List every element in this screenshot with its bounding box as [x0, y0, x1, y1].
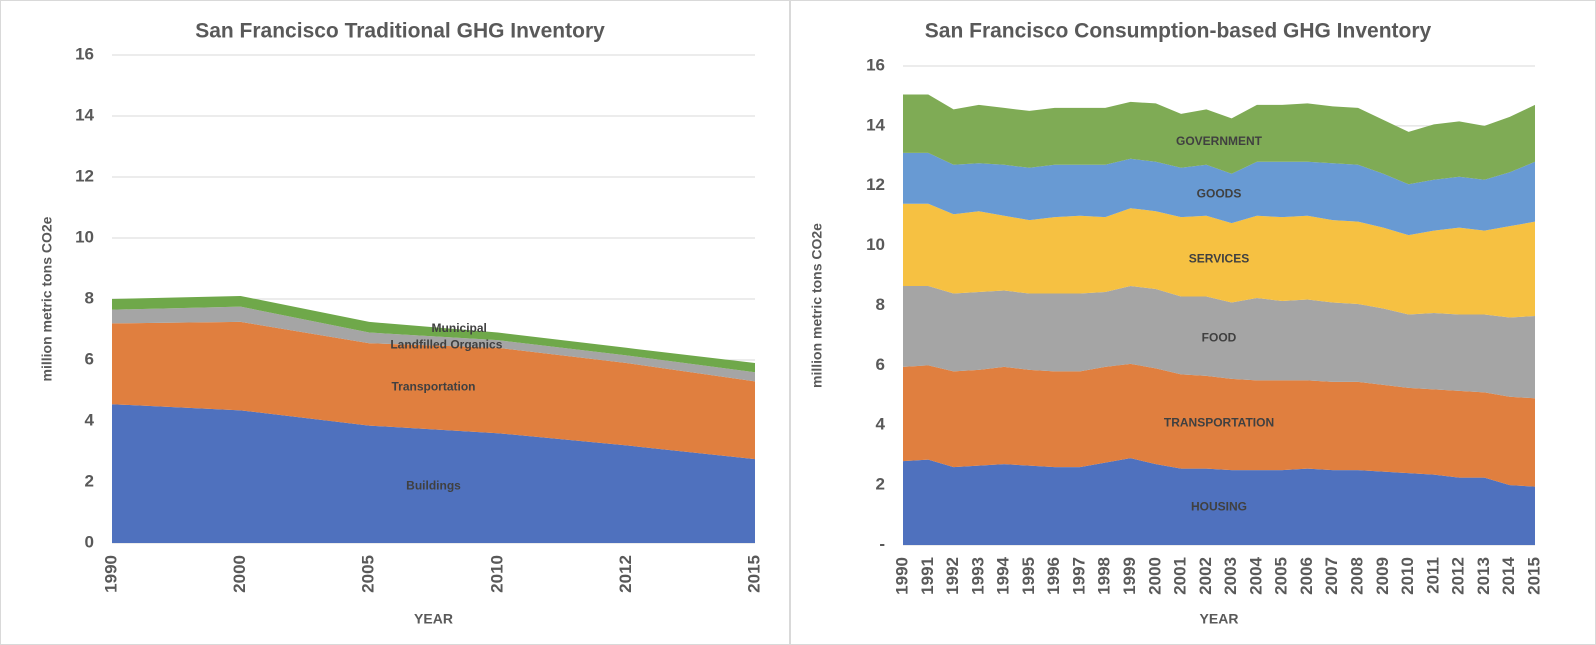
y-tick-label: 14	[75, 105, 94, 124]
chart-title: San Francisco Consumption-based GHG Inve…	[925, 20, 1432, 43]
y-tick-label: 12	[866, 175, 885, 194]
area	[903, 458, 1535, 545]
area	[903, 363, 1535, 487]
x-tick-label: 2015	[744, 555, 763, 593]
x-axis-title: YEAR	[1200, 611, 1239, 627]
x-axis-title: YEAR	[414, 611, 453, 627]
y-axis-title: million metric tons CO2e	[809, 223, 825, 388]
area-label: GOODS	[1197, 187, 1242, 201]
x-tick-label: 2012	[616, 555, 635, 593]
y-tick-label: 16	[75, 44, 94, 63]
x-tick-label: 1990	[101, 555, 120, 593]
x-tick-label: 2014	[1499, 556, 1518, 594]
y-tick-label: 12	[75, 166, 94, 185]
x-tick-label: 2005	[1272, 557, 1291, 595]
y-tick-label: 4	[85, 410, 95, 429]
x-tick-label: 2007	[1322, 557, 1341, 595]
y-tick-label: -	[879, 534, 885, 553]
area-label: Buildings	[406, 478, 461, 492]
x-tick-label: 1994	[994, 556, 1013, 594]
x-tick-label: 2015	[1524, 557, 1543, 595]
x-tick-label: 2005	[359, 555, 378, 593]
x-tick-label: 1999	[1120, 557, 1139, 595]
y-tick-label: 10	[866, 235, 885, 254]
x-tick-label: 2013	[1474, 557, 1493, 595]
x-tick-label: 1990	[892, 557, 911, 595]
x-tick-label: 2001	[1171, 557, 1190, 595]
x-tick-label: 1992	[943, 557, 962, 595]
x-tick-label: 2003	[1221, 557, 1240, 595]
y-tick-label: 2	[876, 475, 885, 494]
x-tick-label: 2010	[487, 555, 506, 593]
y-tick-label: 4	[876, 415, 886, 434]
x-tick-label: 2012	[1449, 557, 1468, 595]
y-tick-label: 14	[866, 115, 885, 134]
area	[903, 203, 1535, 318]
x-tick-label: 2009	[1373, 557, 1392, 595]
area-label: Municipal	[432, 321, 487, 335]
x-tick-label: 2000	[1145, 557, 1164, 595]
y-tick-label: 0	[85, 532, 94, 551]
x-tick-label: 2011	[1423, 557, 1442, 594]
area-label: HOUSING	[1191, 499, 1247, 513]
x-tick-label: 2008	[1348, 557, 1367, 595]
x-tick-label: 2010	[1398, 557, 1417, 595]
area	[112, 404, 755, 543]
area-label: SERVICES	[1189, 252, 1249, 266]
y-tick-label: 8	[85, 288, 94, 307]
area-label: Landfilled Organics	[390, 338, 502, 352]
x-tick-label: 2000	[230, 555, 249, 593]
x-tick-label: 2002	[1196, 557, 1215, 595]
area-label: FOOD	[1202, 331, 1237, 345]
area	[903, 94, 1535, 185]
x-tick-label: 2004	[1246, 556, 1265, 594]
area	[112, 295, 755, 373]
area-label: GOVERNMENT	[1176, 134, 1263, 148]
area-label: Transportation	[391, 380, 475, 394]
x-tick-label: 1993	[968, 557, 987, 595]
x-tick-label: 1996	[1044, 557, 1063, 595]
x-tick-label: 1991	[918, 557, 937, 595]
area	[112, 306, 755, 382]
y-tick-label: 6	[85, 349, 94, 368]
y-tick-label: 16	[866, 55, 885, 74]
y-tick-label: 10	[75, 227, 94, 246]
y-tick-label: 6	[876, 355, 885, 374]
y-axis-title: million metric tons CO2e	[39, 216, 55, 381]
area	[112, 321, 755, 460]
area	[903, 152, 1535, 236]
y-tick-label: 2	[85, 471, 94, 490]
x-tick-label: 1998	[1095, 557, 1114, 595]
x-tick-label: 2006	[1297, 557, 1316, 595]
y-tick-label: 8	[876, 295, 885, 314]
chart-title: San Francisco Traditional GHG Inventory	[195, 20, 605, 43]
area	[903, 286, 1535, 399]
area-label: TRANSPORTATION	[1164, 416, 1274, 430]
x-tick-label: 1995	[1019, 557, 1038, 595]
x-tick-label: 1997	[1069, 557, 1088, 595]
